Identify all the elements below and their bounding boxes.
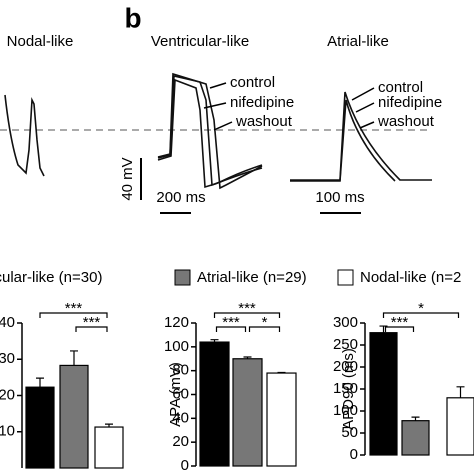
bar [199,341,230,467]
error-bar [36,377,44,388]
trace-title: Atrial-like [327,33,389,50]
bar [401,420,430,456]
error-bar [105,423,113,428]
y-axis-label: APD90 (ms) [340,348,357,430]
significance-bracket [39,312,108,318]
bar [369,332,398,456]
y-tick-label: 10 [0,423,15,440]
y-tick-label: 60 [172,385,189,402]
arrows [203,82,375,131]
y-tick-label: 20 [0,386,15,403]
legend-swatch [337,269,354,286]
trace-title: Ventricular-like [151,33,249,50]
ventricular-trace [157,72,263,190]
significance-label: * [262,314,268,331]
error-bar [277,371,286,374]
error-bar [70,350,78,366]
y-tick-label: 300 [333,314,358,331]
significance-label: *** [222,314,240,331]
y-tick-label: 250 [333,336,358,353]
y-tick-label: 40 [172,409,189,426]
trace-label: washout [235,113,293,130]
error-bar [379,325,388,333]
y-tick-label: 80 [172,362,189,379]
significance-bracket [248,326,281,332]
trace-title: Nodal-like [7,33,74,50]
scale-label: 100 ms [315,189,364,206]
y-axis-label: APA (mV) [167,362,184,427]
significance-bracket [75,326,108,332]
legend-label: Nodal-like (n=2 [360,269,461,286]
legend-swatch [174,269,191,286]
y-tick-label: 0 [181,457,189,474]
significance-bracket [384,326,415,332]
scale-label: 200 ms [156,189,205,206]
trace-label: control [378,79,423,96]
error-bar [456,386,465,398]
y-tick-label: 40 [0,314,15,331]
significance-label: *** [65,300,83,317]
bar [266,372,297,467]
trace-label: control [230,74,275,91]
y-tick-label: 100 [164,338,189,355]
significance-label: *** [391,314,409,331]
significance-label: *** [238,300,256,317]
significance-label: * [418,300,424,317]
bar [446,397,474,456]
atrial-trace [290,99,396,182]
bar [59,364,89,469]
error-bar [210,339,219,343]
bar [94,426,124,469]
trace-label: nifedipine [230,94,294,111]
y-tick-label: 200 [333,358,358,375]
trace-label: nifedipine [378,94,442,111]
scale-label: 40 mV [119,157,136,200]
y-tick-label: 50 [341,424,358,441]
legend-label: tricular-like (n=30) [0,269,102,286]
atrial-trace [290,91,432,181]
error-bar [243,356,252,359]
error-bar [411,416,420,421]
significance-label: *** [83,314,101,331]
y-tick-label: 100 [333,402,358,419]
bar [25,386,55,469]
y-tick-label: 20 [172,433,189,450]
legend-label: Atrial-like (n=29) [197,269,307,286]
trace-label: washout [377,113,435,130]
significance-bracket [213,312,281,318]
y-tick-label: 0 [350,446,358,463]
significance-bracket [215,326,247,332]
y-tick-label: 150 [333,380,358,397]
y-tick-label: 120 [164,314,189,331]
bar [232,358,263,467]
panel-label: b [124,2,141,33]
nodal-trace [4,94,45,177]
significance-bracket [382,312,460,318]
y-tick-label: 30 [0,350,15,367]
